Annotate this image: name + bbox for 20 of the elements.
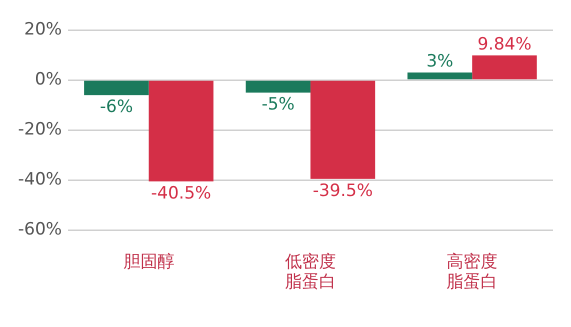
bar — [246, 80, 310, 93]
y-tick-label: 0% — [34, 69, 62, 90]
data-label: -39.5% — [312, 180, 373, 201]
data-label: -5% — [262, 94, 295, 114]
bar — [148, 80, 214, 182]
bar — [407, 72, 472, 80]
y-tick-label: -40% — [18, 170, 62, 190]
bar — [310, 80, 376, 179]
data-label: 3% — [426, 51, 454, 72]
y-tick-label: -20% — [18, 120, 62, 140]
y-tick-label: -60% — [18, 220, 62, 240]
data-label: -6% — [100, 96, 133, 117]
bar — [472, 55, 537, 80]
x-tick-label: 胆固醇 — [123, 252, 174, 272]
x-tick-label: 高密度脂蛋白 — [446, 252, 498, 292]
y-tick-label: 20% — [24, 19, 62, 40]
bar — [84, 80, 149, 96]
data-label: -40.5% — [151, 183, 212, 204]
data-label: 9.84% — [477, 34, 532, 54]
x-tick-label: 低密度脂蛋白 — [284, 252, 336, 292]
